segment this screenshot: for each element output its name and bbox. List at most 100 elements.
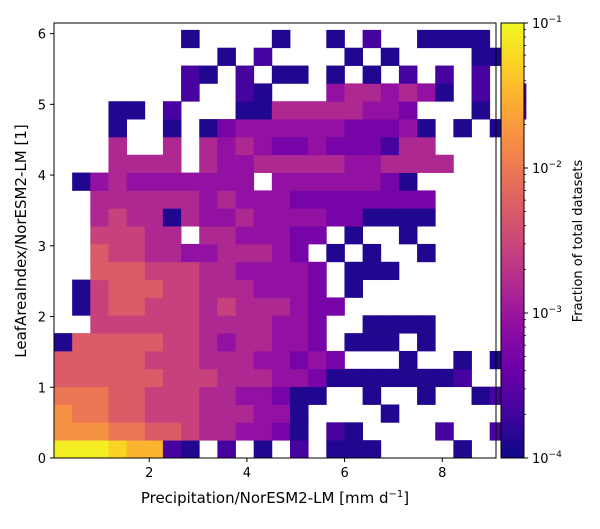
heatmap-cell [362, 136, 382, 156]
heatmap-cell [162, 297, 182, 316]
heatmap-cell [471, 65, 491, 84]
heatmap-cell [253, 261, 273, 281]
heatmap-cell [108, 101, 128, 120]
heatmap-cell [417, 208, 436, 227]
heatmap-cell [362, 190, 382, 209]
heatmap-cell [344, 119, 364, 138]
heatmap-cell [162, 154, 182, 173]
heatmap-cell [144, 154, 164, 173]
heatmap-cell [126, 350, 146, 370]
heatmap-cell [126, 261, 146, 281]
heatmap-cell [453, 29, 472, 49]
heatmap-cell [126, 190, 146, 209]
x-tick-label: 8 [438, 466, 446, 481]
heatmap-cell [90, 208, 109, 227]
heatmap-cell [108, 422, 128, 441]
heatmap-cell [126, 440, 146, 459]
heatmap-cell [235, 226, 255, 245]
heatmap-cell [162, 261, 182, 281]
heatmap-cell [453, 119, 472, 138]
heatmap-cell [108, 350, 128, 370]
heatmap-cell [253, 350, 273, 370]
heatmap-cell [435, 83, 454, 102]
heatmap-cell [90, 368, 109, 388]
heatmap-cell [326, 29, 345, 49]
heatmap-cell [398, 226, 418, 245]
heatmap-cell [271, 208, 291, 227]
heatmap-cell [417, 333, 436, 352]
heatmap-cell [290, 261, 309, 281]
x-tick-label: 4 [243, 466, 251, 481]
heatmap-cell [308, 154, 327, 173]
heatmap-cell [253, 154, 273, 173]
heatmap-cell [54, 404, 73, 423]
heatmap-cell [253, 422, 273, 441]
heatmap-cell [290, 65, 309, 84]
heatmap-cell [326, 101, 345, 120]
heatmap-cell [54, 386, 73, 405]
heatmap-cell [181, 83, 200, 102]
heatmap-cell [344, 261, 364, 281]
heatmap-cell [162, 350, 182, 370]
heatmap-cell [126, 101, 146, 120]
heatmap-cell [126, 154, 146, 173]
heatmap-cell [144, 368, 164, 388]
heatmap-cell [181, 368, 200, 388]
heatmap-cell [162, 315, 182, 334]
heatmap-cell [271, 119, 291, 138]
heatmap-cell [181, 350, 200, 370]
colorbar [500, 22, 525, 459]
plot-frame [53, 22, 497, 459]
heatmap-cell [290, 386, 309, 405]
heatmap-cell [271, 243, 291, 263]
heatmap-cell [308, 226, 327, 245]
heatmap-cell [380, 261, 400, 281]
heatmap-cell [199, 350, 218, 370]
heatmap-cell [217, 440, 236, 459]
x-axis-label-superscript: −1 [389, 489, 404, 500]
heatmap-cell [398, 136, 418, 156]
heatmap-cell [308, 297, 327, 316]
heatmap-cell [199, 333, 218, 352]
heatmap-cell [253, 368, 273, 388]
heatmap-cell [199, 386, 218, 405]
heatmap-cell [471, 386, 491, 405]
heatmap-cell [271, 101, 291, 120]
heatmap-cell [344, 279, 364, 298]
heatmap-cell [290, 101, 309, 120]
colorbar-tick-label: 10−3 [532, 305, 562, 322]
heatmap-cell [126, 333, 146, 352]
heatmap-cell [398, 119, 418, 138]
heatmap-cell [435, 29, 454, 49]
heatmap-cell [326, 172, 345, 191]
heatmap-cell [217, 333, 236, 352]
heatmap-cell [199, 154, 218, 173]
heatmap-cell [108, 440, 128, 459]
heatmap-cell [235, 83, 255, 102]
heatmap-cell [235, 136, 255, 156]
heatmap-cell [162, 422, 182, 441]
heatmap-cell [90, 226, 109, 245]
heatmap-cell [362, 29, 382, 49]
heatmap-cell [199, 190, 218, 209]
heatmap-cell [290, 243, 309, 263]
heatmap-cell [417, 154, 436, 173]
heatmap-cell [362, 333, 382, 352]
heatmap-cell [271, 368, 291, 388]
heatmap-cell [326, 368, 345, 388]
heatmap-cell [308, 386, 327, 405]
heatmap-cell [417, 190, 436, 209]
heatmap-cell [417, 368, 436, 388]
heatmap-cell [235, 386, 255, 405]
heatmap-cell [144, 404, 164, 423]
y-tick-label: 3 [38, 240, 46, 255]
heatmap-cells [54, 29, 527, 459]
heatmap-cell [235, 333, 255, 352]
heatmap-cell [90, 422, 109, 441]
heatmap-cell [108, 297, 128, 316]
heatmap-cell [90, 440, 109, 459]
heatmap-cell [290, 119, 309, 138]
heatmap-cell [308, 261, 327, 281]
heatmap-cell [290, 333, 309, 352]
heatmap-cell [90, 261, 109, 281]
